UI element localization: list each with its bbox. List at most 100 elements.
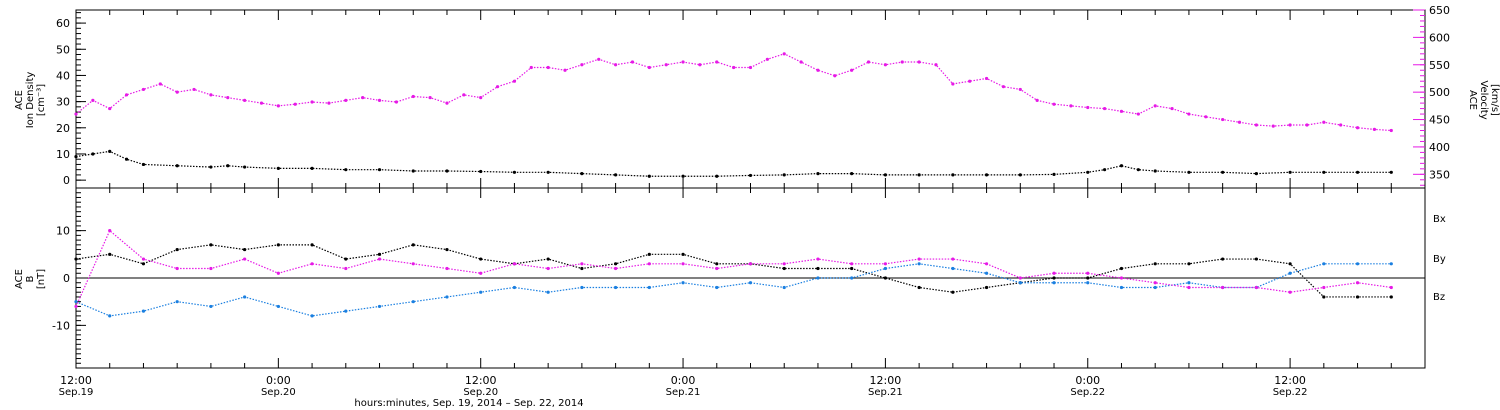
by-point [1153,285,1157,290]
bx-point [917,285,921,290]
by-point [411,300,415,304]
bx-point [816,266,820,271]
bz-point [377,257,382,261]
velocity-point [1170,106,1174,111]
density-point [479,169,483,174]
bz-point [1018,276,1022,280]
by-point [1086,281,1090,285]
legend-bx: Bx [1433,214,1446,225]
velocity-tick-label: 650 [1429,4,1450,17]
by-point [546,290,550,294]
density-point [91,152,95,156]
bz-point [512,262,517,266]
velocity-tick-label: 350 [1429,168,1450,181]
velocity-point [529,65,533,70]
density-point [1103,168,1107,172]
bz-point [74,304,78,309]
velocity-point [1035,98,1039,102]
density-point [243,165,247,169]
by-point [1119,285,1124,290]
velocity-point [681,60,685,64]
by-point [1322,262,1326,266]
by-point [647,285,651,290]
legend-bz: Bz [1433,292,1445,303]
bx-point [951,290,955,294]
density-point [883,173,888,177]
by-point [917,262,921,266]
date-tick-label: Sep.22 [1070,387,1105,398]
density-point [917,173,921,177]
bz-point [1288,290,1292,294]
bz-point [209,266,213,271]
velocity-point [850,68,854,72]
velocity-point [1221,117,1225,122]
velocity-series [74,52,1393,133]
by-point [512,285,517,290]
bx-point [1187,262,1191,266]
by-point [883,266,888,271]
by-point [782,285,786,290]
velocity-point [74,112,78,116]
density-point [984,173,989,177]
bx-point [209,243,213,247]
by-point [1018,281,1022,285]
density-point [512,170,517,174]
bx-point [647,252,651,256]
velocity-point [1204,115,1208,119]
velocity-point [580,63,584,67]
velocity-point [175,90,179,94]
velocity-point [293,102,297,106]
time-tick-label: 0:00 [1075,374,1100,387]
density-point [74,154,78,159]
bx-point [377,252,382,256]
velocity-point [1389,128,1393,133]
velocity-point [614,63,618,67]
velocity-point [192,87,196,92]
density-point [175,164,179,168]
velocity-axis-title-2: Velocity [1478,80,1489,119]
bx-point [782,266,786,271]
bz-point [1322,285,1326,290]
bx-point [1254,257,1258,261]
bz-point [1153,281,1157,285]
velocity-point [512,79,517,83]
bx-point [1288,262,1292,266]
density-axis-title-2: Ion Density [25,72,36,129]
bz-point [816,257,820,261]
bx-point [984,285,989,290]
density-point [951,173,955,177]
density-point [1288,170,1292,174]
velocity-point [1086,105,1090,110]
by-point [850,276,854,280]
density-point [1153,169,1157,173]
bx-point [1153,262,1157,266]
velocity-point [698,63,702,67]
by-point [1355,262,1360,266]
bfield-tick-label: 0 [63,272,70,285]
density-point [377,168,382,172]
bx-point [1221,257,1225,261]
date-tick-label: Sep.19 [59,387,94,398]
bx-point [614,262,618,266]
bfield-axis-title-3: [nT] [36,269,47,289]
velocity-tick-label: 400 [1429,141,1450,154]
velocity-point [546,65,550,70]
bz-point [1221,285,1225,290]
bx-point [580,266,584,271]
bz-point [175,266,179,271]
velocity-trace [75,53,1392,132]
velocity-point [1322,120,1326,124]
velocity-point [243,98,247,102]
velocity-axis-title-3: [km/s] [1489,84,1500,116]
density-point [647,174,651,178]
date-tick-label: Sep.21 [868,387,903,398]
velocity-point [883,63,888,67]
bx-point [1052,276,1056,280]
bx-point [1086,276,1090,280]
bz-point [445,266,449,271]
density-tick-label: 60 [56,17,70,30]
velocity-point [1355,126,1360,130]
bz-point [850,262,854,266]
bx-point [479,257,483,261]
